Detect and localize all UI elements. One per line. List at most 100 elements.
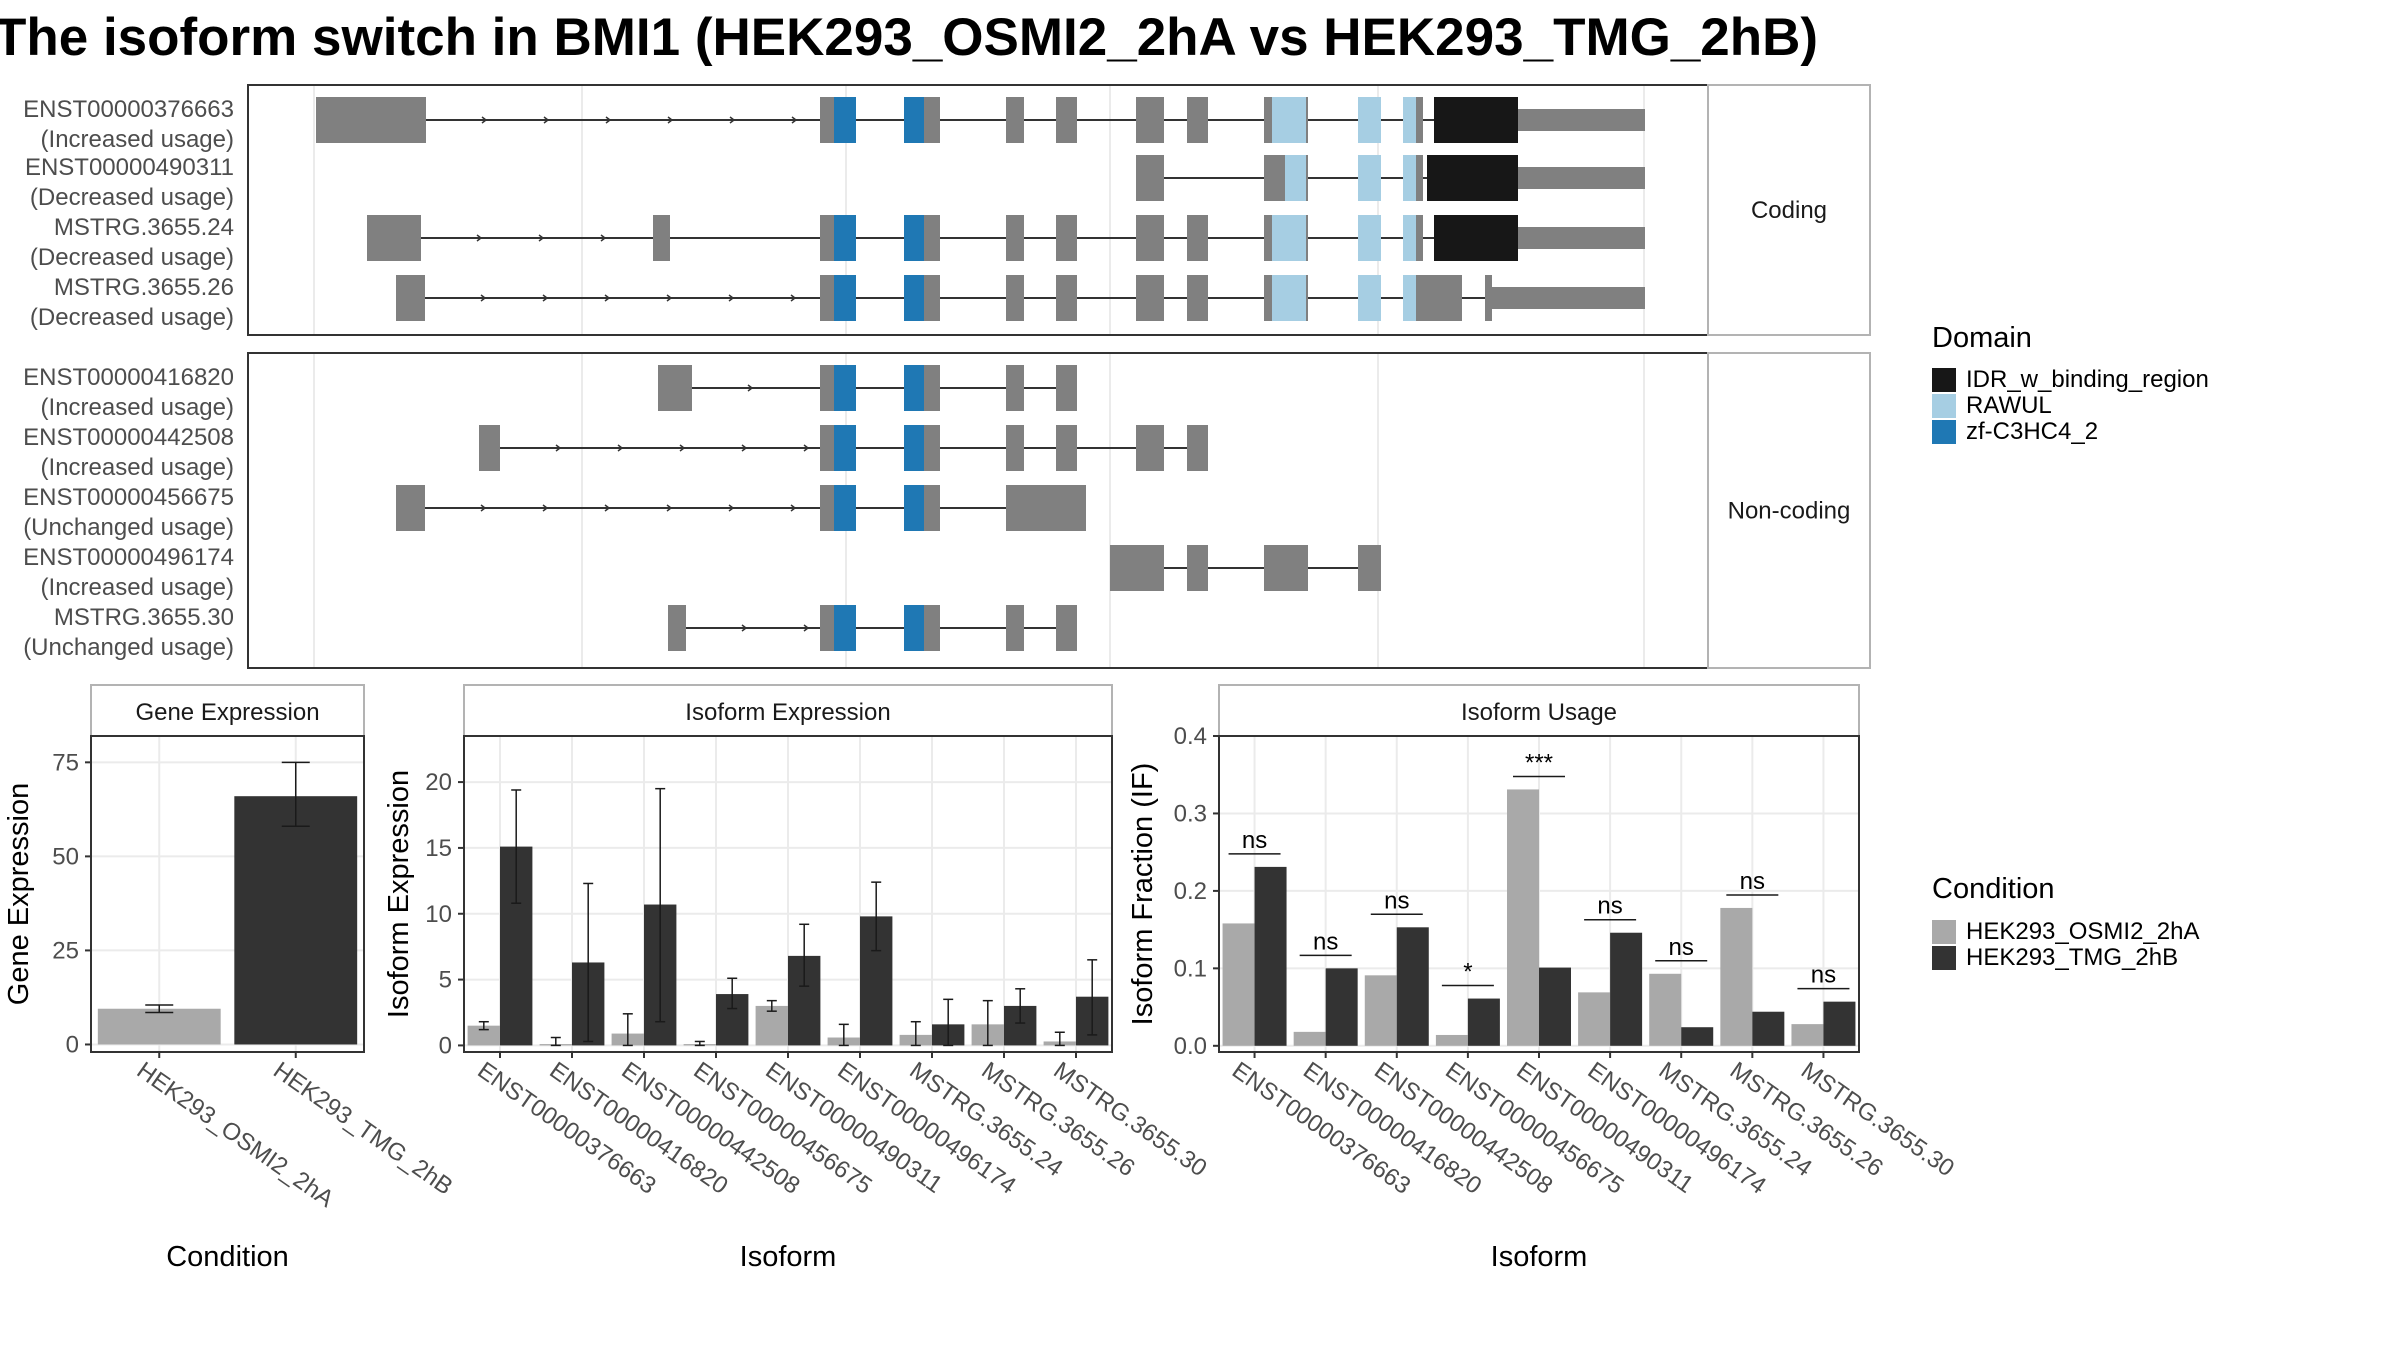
domain-legend-label: RAWUL (1966, 392, 2052, 419)
exon-block (1056, 365, 1076, 411)
exon-block (396, 485, 425, 531)
significance-label: * (1463, 959, 1472, 986)
zf-c3hc4-domain (834, 605, 856, 651)
domain-legend-label: zf-C3HC4_2 (1966, 418, 2098, 445)
transcript-id-label: MSTRG.3655.26 (54, 274, 234, 301)
significance-label: ns (1597, 893, 1622, 920)
y-tick-label: 10 (425, 901, 452, 928)
bar (1720, 907, 1753, 1046)
exon-block (1056, 425, 1077, 471)
zf-c3hc4-domain (834, 215, 856, 261)
intron-arrow (481, 116, 488, 124)
exon-block (1006, 215, 1024, 261)
zf-c3hc4-domain (904, 215, 924, 261)
exon-block (1264, 545, 1308, 591)
domain-legend-label: IDR_w_binding_region (1966, 366, 2209, 393)
y-axis-label: Isoform Expression (383, 770, 415, 1018)
exon-block (1187, 215, 1208, 261)
transcript-usage-label: (Increased usage) (41, 454, 234, 481)
transcript-usage-label: (Decreased usage) (30, 304, 234, 331)
bar (1649, 973, 1682, 1046)
domain-legend-key (1932, 368, 1956, 392)
intron-arrow (679, 444, 686, 452)
zf-c3hc4-domain (904, 485, 924, 531)
bar (1681, 1027, 1714, 1046)
rawul-domain (1403, 97, 1416, 143)
chart-title: Isoform Expression (685, 699, 890, 726)
expression-charts: Gene Expression0255075HEK293_OSMI2_2hAHE… (3, 684, 1959, 1273)
zf-c3hc4-domain (904, 97, 924, 143)
bar (1791, 1024, 1824, 1046)
domain-legend-title: Domain (1932, 322, 2032, 354)
exon-block (1056, 605, 1076, 651)
exon-block (1006, 97, 1024, 143)
zf-c3hc4-domain (834, 365, 856, 411)
significance-label: ns (1811, 962, 1836, 989)
exon-block (1136, 97, 1164, 143)
y-tick-label: 5 (439, 967, 452, 994)
y-tick-label: 25 (52, 937, 79, 964)
rawul-domain (1403, 215, 1416, 261)
intron-arrow (480, 504, 487, 512)
chart-title-strip (463, 684, 1113, 737)
exon-block (1056, 97, 1077, 143)
transcript-id-label: ENST00000490311 (25, 154, 234, 181)
legends: Domain Condition IDR_w_binding_regionRAW… (1932, 322, 2209, 971)
intron-arrow (600, 234, 607, 242)
plot-border (90, 735, 365, 1053)
transcript-id-label: ENST00000496174 (23, 544, 234, 571)
exon-block (1492, 287, 1645, 309)
exon-block (1006, 605, 1024, 651)
intron-arrow (790, 504, 797, 512)
y-tick-label: 0 (66, 1031, 79, 1058)
zf-c3hc4-domain (834, 485, 856, 531)
chart-title: Isoform Usage (1461, 699, 1617, 726)
exon-block (658, 365, 692, 411)
bar (1325, 968, 1358, 1046)
zf-c3hc4-domain (834, 425, 856, 471)
exon-block (316, 97, 426, 143)
transcript-id-label: MSTRG.3655.30 (54, 604, 234, 631)
structure-strip (1707, 352, 1871, 669)
intron-arrow (480, 294, 487, 302)
intron-arrow (728, 504, 735, 512)
exon-block (1485, 167, 1645, 189)
condition-legend-label: HEK293_TMG_2hB (1966, 944, 2178, 971)
exon-block (1006, 275, 1024, 321)
zf-c3hc4-domain (834, 275, 856, 321)
rawul-domain (1358, 155, 1381, 201)
transcript-usage-label: (Decreased usage) (30, 184, 234, 211)
significance-label: ns (1669, 934, 1694, 961)
exon-block (479, 425, 500, 471)
intron-arrow (666, 504, 673, 512)
intron-arrow (476, 234, 483, 242)
structure-strip-label: Coding (1751, 197, 1827, 224)
transcript-id-label: ENST00000442508 (23, 424, 234, 451)
chart-title-strip (1218, 684, 1860, 737)
y-tick-label: 0.1 (1174, 955, 1207, 982)
intron-arrow (666, 294, 673, 302)
bar (1364, 975, 1397, 1046)
transcript-id-label: ENST00000376663 (23, 96, 234, 123)
exon-block (1358, 545, 1381, 591)
transcript-id-label: ENST00000456675 (23, 484, 234, 511)
exon-block (1136, 425, 1164, 471)
condition-legend-label: HEK293_OSMI2_2hA (1966, 918, 2199, 945)
domain-legend-key (1932, 420, 1956, 444)
exon-block (1110, 545, 1164, 591)
exon-block (367, 215, 421, 261)
significance-label: ns (1242, 827, 1267, 854)
exon-block (1485, 275, 1492, 321)
condition-legend-key (1932, 946, 1956, 970)
transcript-usage-label: (Unchanged usage) (23, 514, 234, 541)
chart-1: Gene Expression0255075HEK293_OSMI2_2hAHE… (3, 684, 458, 1273)
exon-block (1187, 275, 1208, 321)
exon-block (1006, 425, 1024, 471)
rawul-domain (1358, 97, 1381, 143)
intron-arrow (791, 116, 798, 124)
transcript-usage-label: (Increased usage) (41, 126, 234, 153)
transcript-usage-label: (Unchanged usage) (23, 634, 234, 661)
intron-arrow (617, 444, 624, 452)
intron-arrow (729, 116, 736, 124)
